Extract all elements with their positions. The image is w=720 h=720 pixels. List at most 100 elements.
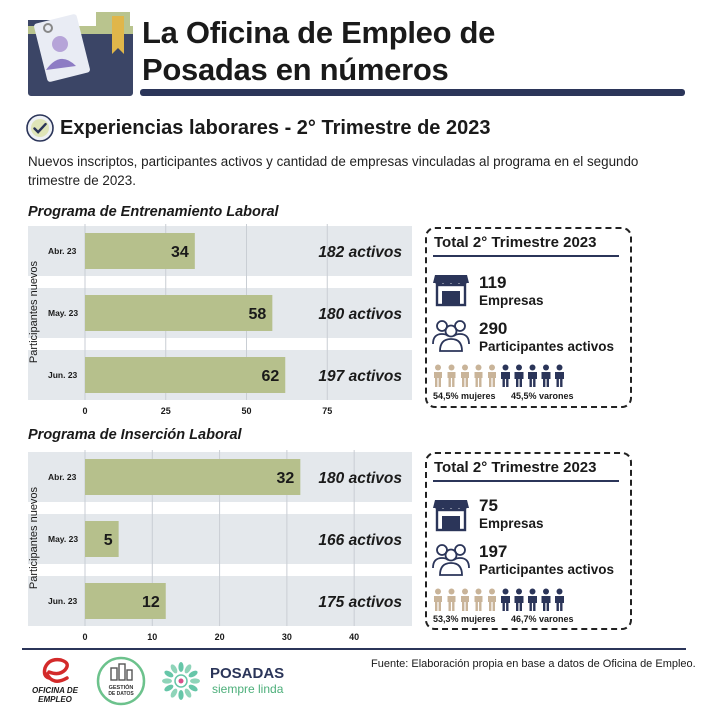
male-person-icon — [541, 364, 551, 387]
female-person-icon — [488, 364, 496, 387]
bar-value-label: 12 — [142, 594, 160, 611]
male-person-icon — [514, 588, 524, 611]
y-axis-label: Participantes nuevos — [28, 260, 40, 363]
intro-text: Nuevos inscriptos, participantes activos… — [28, 154, 639, 188]
empresas-number: 75 — [479, 496, 498, 515]
empresas-label: Empresas — [479, 516, 544, 531]
oficina-empleo-logo-text: OFICINA DE EMPLEO — [32, 686, 78, 704]
chart-entrenamiento: 34 Abr. 23 182 activos 58 May. 23 180 activos… — [20, 224, 420, 418]
y-axis-label: Participantes nuevos — [28, 486, 40, 589]
male-person-icon — [555, 364, 564, 387]
bar-chart-entrenamiento: 34 Abr. 23 182 activos 58 May. 23 180 activos… — [28, 224, 412, 416]
empresas-label: Empresas — [479, 293, 544, 308]
male-person-icon — [555, 588, 564, 611]
bar — [85, 357, 286, 393]
female-person-icon — [488, 588, 496, 611]
check-badge-icon — [26, 114, 54, 142]
active-count-label: 197 activos — [318, 368, 402, 385]
participantes-label: Participantes activos — [479, 339, 615, 354]
female-person-icon — [447, 364, 456, 387]
mujeres-percent: 53,3% mujeres — [433, 614, 496, 624]
participantes-label: Participantes activos — [479, 562, 615, 577]
program-title-insercion: Programa de Inserción Laboral — [28, 427, 242, 443]
category-tick-label: Jun. 23 — [48, 370, 78, 380]
participantes-number: 290 — [479, 319, 508, 338]
bar — [85, 583, 166, 619]
empresas-number: 119 — [479, 273, 507, 292]
section-title: Experiencias laborares - 2° Trimestre de… — [60, 117, 491, 139]
program-title-entrenamiento: Programa de Entrenamiento Laboral — [28, 204, 279, 220]
gestion-datos-logo-icon: GESTIÓN DE DATOS — [96, 656, 146, 706]
male-person-icon — [501, 588, 510, 611]
varones-percent: 46,7% varones — [511, 614, 574, 624]
male-person-icon — [528, 588, 537, 611]
male-person-icon — [501, 364, 510, 387]
page-title: La Oficina de Empleo de Posadas en númer… — [142, 15, 496, 87]
active-count-label: 166 activos — [318, 532, 402, 549]
female-person-icon — [434, 588, 442, 611]
bar-chart-insercion: 32 Abr. 23 180 activos 5 May. 23 166 activos 1… — [28, 450, 412, 642]
totals-box-insercion: Total 2° Trimestre 2023 75 Empresas 197 … — [425, 452, 632, 630]
gestion-datos-logo-text: GESTIÓN — [109, 683, 134, 691]
source-note: Fuente: Elaboración propia en base a dat… — [371, 658, 696, 670]
active-count-label: 182 activos — [318, 244, 402, 261]
x-tick-label: 30 — [282, 632, 292, 642]
posadas-flower-logo-icon — [162, 662, 200, 700]
store-icon — [433, 275, 469, 307]
gender-people-icon — [434, 588, 564, 611]
group-people-icon — [432, 544, 470, 576]
female-person-icon — [461, 364, 469, 387]
category-tick-label: May. 23 — [48, 534, 78, 544]
varones-percent: 45,5% varones — [511, 391, 574, 401]
totals-divider — [433, 255, 619, 257]
group-people-icon — [432, 320, 470, 352]
x-tick-label: 25 — [161, 406, 171, 416]
active-count-label: 180 activos — [318, 306, 402, 323]
x-tick-label: 40 — [349, 632, 359, 642]
x-tick-label: 0 — [82, 632, 87, 642]
posadas-logo-subtitle: siempre linda — [212, 682, 284, 696]
bar-value-label: 32 — [277, 470, 295, 487]
male-person-icon — [541, 588, 551, 611]
female-person-icon — [447, 588, 456, 611]
x-tick-label: 20 — [215, 632, 225, 642]
totals-box-entrenamiento: Total 2° Trimestre 2023 119 Empresas 290… — [425, 227, 632, 408]
bar — [85, 521, 119, 557]
posadas-logo-title: POSADAS — [210, 665, 285, 682]
participantes-number: 197 — [479, 542, 508, 561]
mujeres-percent: 54,5% mujeres — [433, 391, 496, 401]
category-tick-label: May. 23 — [48, 308, 78, 318]
x-tick-label: 10 — [147, 632, 157, 642]
category-tick-label: Jun. 23 — [48, 596, 78, 606]
oficina-empleo-logo-icon — [42, 657, 69, 683]
chart-insercion: 32 Abr. 23 180 activos 5 May. 23 166 activos 1… — [20, 450, 420, 644]
bar-value-label: 62 — [261, 368, 279, 385]
active-count-label: 175 activos — [318, 594, 402, 611]
bar-value-label: 5 — [104, 532, 113, 549]
folder-profile-icon — [28, 12, 133, 96]
female-person-icon — [474, 364, 483, 387]
category-tick-label: Abr. 23 — [48, 246, 77, 256]
gestion-datos-logo-text-2: DE DATOS — [108, 691, 134, 697]
active-count-label: 180 activos — [318, 470, 402, 487]
bar — [85, 233, 195, 269]
x-tick-label: 75 — [322, 406, 332, 416]
bar — [85, 295, 273, 331]
female-person-icon — [461, 588, 469, 611]
male-person-icon — [514, 364, 524, 387]
title-underline — [140, 89, 685, 96]
bar-value-label: 34 — [171, 244, 189, 261]
gender-people-icon — [434, 364, 564, 387]
totals-title: Total 2° Trimestre 2023 — [434, 234, 597, 251]
totals-divider — [433, 480, 619, 482]
totals-title: Total 2° Trimestre 2023 — [434, 459, 597, 476]
male-person-icon — [528, 364, 537, 387]
footer-divider — [22, 648, 686, 650]
store-icon — [433, 500, 469, 532]
category-tick-label: Abr. 23 — [48, 472, 77, 482]
bar-value-label: 58 — [249, 306, 267, 323]
bar — [85, 459, 301, 495]
x-tick-label: 0 — [82, 406, 87, 416]
female-person-icon — [434, 364, 442, 387]
x-tick-label: 50 — [241, 406, 251, 416]
